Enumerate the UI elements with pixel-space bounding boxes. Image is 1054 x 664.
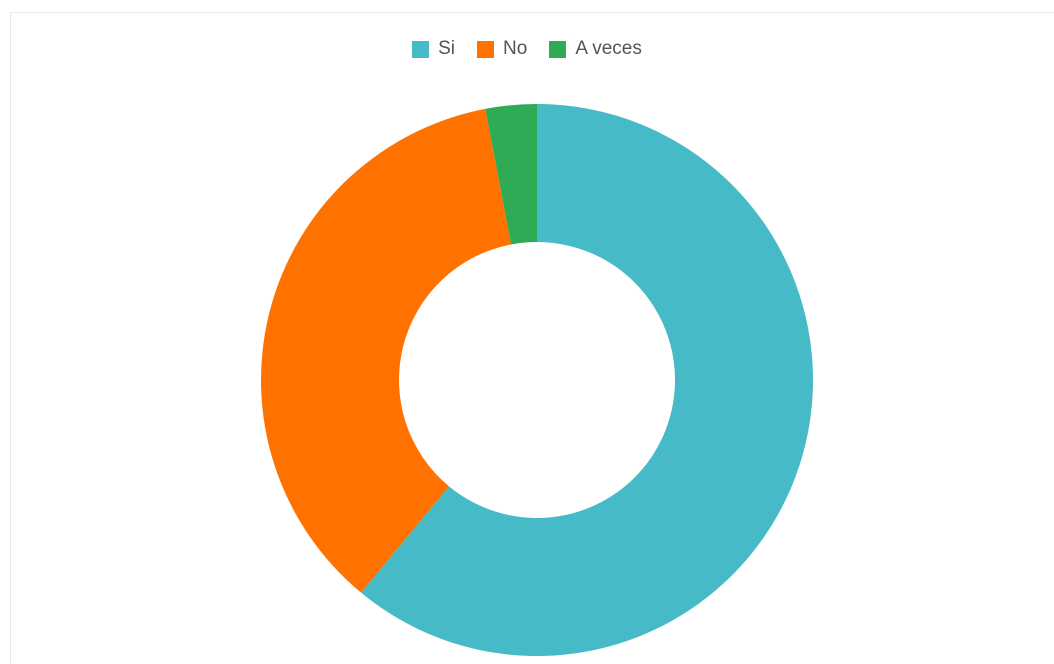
slice-si[interactable] bbox=[361, 104, 813, 656]
chart-legend: Si No A veces bbox=[0, 38, 1054, 60]
slice-no[interactable] bbox=[261, 108, 512, 593]
donut-slices bbox=[261, 104, 813, 656]
legend-label-a-veces: A veces bbox=[575, 38, 642, 59]
legend-label-si: Si bbox=[438, 38, 456, 59]
legend-swatch-no bbox=[477, 40, 495, 58]
legend-swatch-a-veces bbox=[549, 40, 567, 58]
slice-a-veces[interactable] bbox=[485, 104, 537, 245]
legend-swatch-si bbox=[412, 40, 430, 58]
legend-item-si[interactable]: Si bbox=[412, 38, 455, 60]
legend-item-no[interactable]: No bbox=[477, 38, 527, 60]
legend-item-a-veces[interactable]: A veces bbox=[549, 38, 642, 60]
legend-label-no: No bbox=[503, 38, 528, 59]
